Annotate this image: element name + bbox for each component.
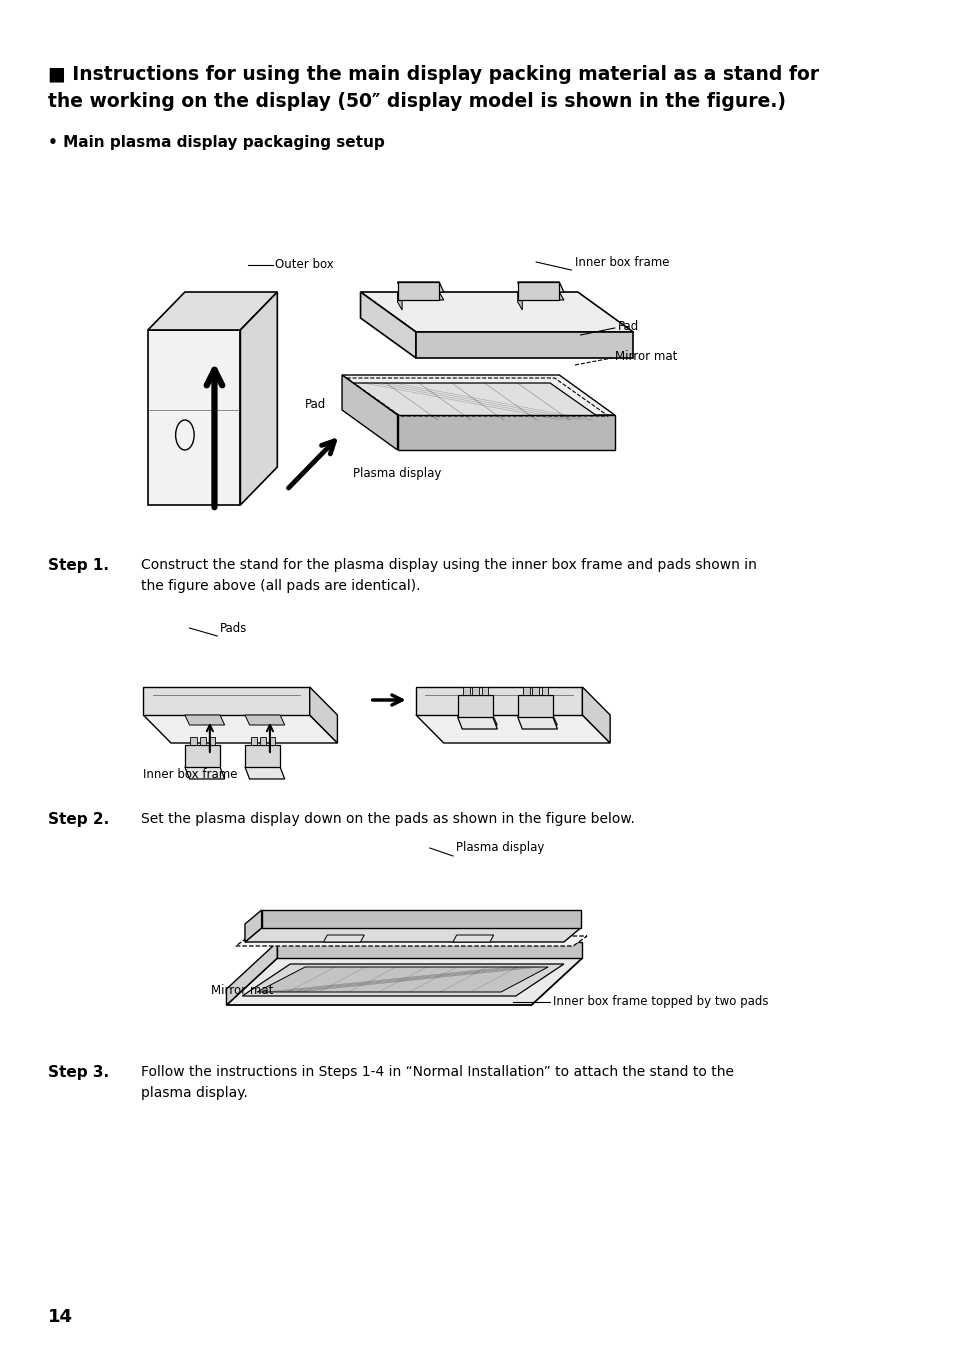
Text: Pad: Pad bbox=[305, 399, 326, 412]
Polygon shape bbox=[251, 738, 256, 744]
Polygon shape bbox=[148, 292, 277, 330]
Polygon shape bbox=[517, 715, 557, 725]
Polygon shape bbox=[242, 965, 563, 996]
Polygon shape bbox=[517, 292, 521, 309]
Polygon shape bbox=[148, 330, 240, 505]
Polygon shape bbox=[342, 376, 614, 415]
Polygon shape bbox=[517, 292, 563, 300]
Text: Outer box: Outer box bbox=[275, 258, 334, 272]
Polygon shape bbox=[457, 717, 497, 730]
Text: Mirror mat: Mirror mat bbox=[614, 350, 677, 362]
Polygon shape bbox=[581, 688, 610, 743]
Polygon shape bbox=[226, 942, 277, 1005]
Text: Step 2.: Step 2. bbox=[48, 812, 110, 827]
Polygon shape bbox=[240, 292, 277, 505]
Polygon shape bbox=[397, 292, 443, 300]
Polygon shape bbox=[517, 717, 557, 730]
Polygon shape bbox=[143, 715, 337, 743]
Polygon shape bbox=[143, 688, 310, 715]
Text: the working on the display (50″ display model is shown in the figure.): the working on the display (50″ display … bbox=[48, 92, 785, 111]
Text: Construct the stand for the plasma display using the inner box frame and pads sh: Construct the stand for the plasma displ… bbox=[140, 558, 756, 593]
Polygon shape bbox=[517, 282, 563, 292]
Polygon shape bbox=[532, 688, 538, 694]
Polygon shape bbox=[360, 292, 416, 358]
Polygon shape bbox=[472, 688, 478, 694]
Text: Step 3.: Step 3. bbox=[48, 1065, 109, 1079]
Polygon shape bbox=[457, 694, 492, 717]
Polygon shape bbox=[269, 738, 275, 744]
Polygon shape bbox=[397, 282, 443, 292]
Text: Inner box frame topped by two pads: Inner box frame topped by two pads bbox=[552, 996, 767, 1008]
Polygon shape bbox=[323, 935, 364, 942]
Text: ■ Instructions for using the main display packing material as a stand for: ■ Instructions for using the main displa… bbox=[48, 65, 819, 84]
Polygon shape bbox=[416, 688, 581, 715]
Text: Set the plasma display down on the pads as shown in the figure below.: Set the plasma display down on the pads … bbox=[140, 812, 634, 825]
Polygon shape bbox=[457, 715, 497, 725]
Polygon shape bbox=[481, 688, 488, 694]
Polygon shape bbox=[245, 715, 284, 725]
Polygon shape bbox=[199, 738, 206, 744]
Polygon shape bbox=[226, 958, 581, 1005]
Text: Step 1.: Step 1. bbox=[48, 558, 109, 573]
Polygon shape bbox=[342, 376, 397, 450]
Polygon shape bbox=[185, 744, 220, 767]
Text: Plasma display: Plasma display bbox=[353, 466, 441, 480]
Polygon shape bbox=[522, 688, 529, 694]
Polygon shape bbox=[191, 738, 196, 744]
Polygon shape bbox=[517, 694, 552, 717]
Polygon shape bbox=[245, 911, 261, 942]
Polygon shape bbox=[245, 744, 280, 767]
Polygon shape bbox=[259, 738, 266, 744]
Polygon shape bbox=[310, 688, 337, 743]
Text: Pad: Pad bbox=[617, 319, 639, 332]
Polygon shape bbox=[517, 282, 558, 300]
Text: Mirror mat: Mirror mat bbox=[211, 984, 273, 997]
Text: Follow the instructions in Steps 1-4 in “Normal Installation” to attach the stan: Follow the instructions in Steps 1-4 in … bbox=[140, 1065, 733, 1100]
Polygon shape bbox=[245, 767, 284, 780]
Polygon shape bbox=[453, 935, 493, 942]
Polygon shape bbox=[185, 715, 224, 725]
Polygon shape bbox=[416, 332, 633, 358]
Polygon shape bbox=[256, 967, 548, 992]
Polygon shape bbox=[360, 292, 633, 332]
Polygon shape bbox=[462, 688, 469, 694]
Polygon shape bbox=[353, 382, 602, 420]
Polygon shape bbox=[235, 936, 586, 946]
Text: Inner box frame: Inner box frame bbox=[143, 767, 237, 781]
Polygon shape bbox=[397, 292, 402, 309]
Text: Plasma display: Plasma display bbox=[456, 840, 543, 854]
Polygon shape bbox=[397, 282, 438, 300]
Text: Pads: Pads bbox=[220, 621, 247, 635]
Polygon shape bbox=[245, 928, 580, 942]
Polygon shape bbox=[277, 942, 581, 958]
Text: • Main plasma display packaging setup: • Main plasma display packaging setup bbox=[48, 135, 384, 150]
Polygon shape bbox=[209, 738, 215, 744]
Polygon shape bbox=[185, 767, 224, 780]
Polygon shape bbox=[416, 715, 610, 743]
Polygon shape bbox=[261, 911, 580, 928]
Polygon shape bbox=[541, 688, 548, 694]
Text: 14: 14 bbox=[48, 1308, 73, 1325]
Text: Inner box frame: Inner box frame bbox=[575, 255, 669, 269]
Polygon shape bbox=[397, 415, 614, 450]
